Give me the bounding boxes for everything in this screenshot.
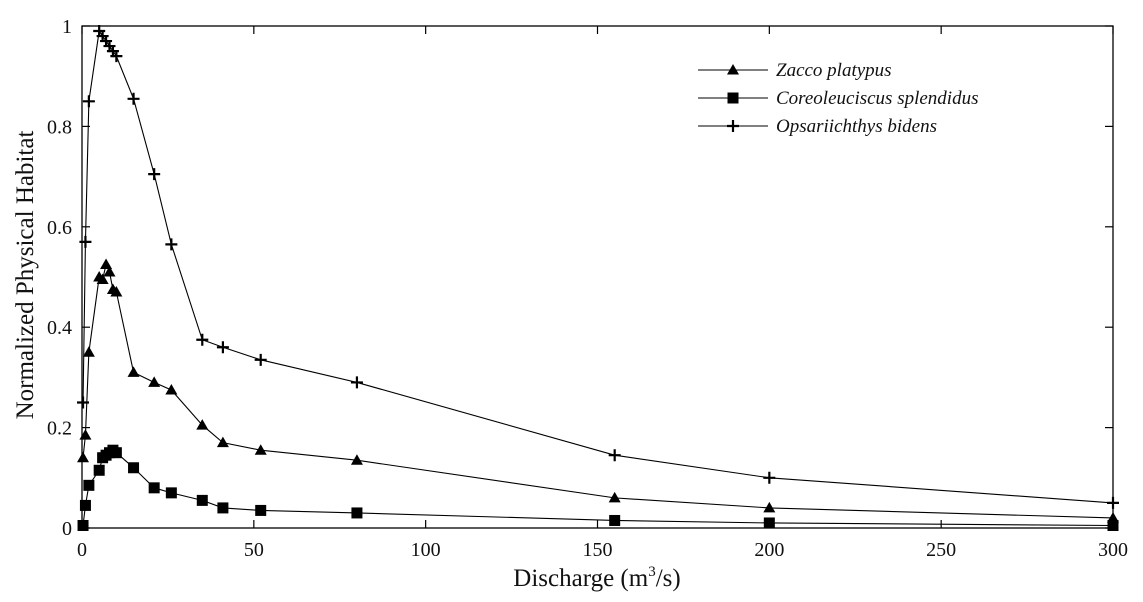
data-point-plus (196, 333, 209, 346)
data-point-plus (1107, 496, 1119, 509)
x-axis-title: Discharge (m3/s) (513, 564, 680, 592)
legend-label: Opsariichthys bidens (776, 116, 937, 137)
series-layer (77, 25, 1119, 531)
data-point-triangle (100, 258, 113, 269)
data-point-triangle (196, 419, 209, 430)
legend-item-triangle: Zacco platypus (698, 60, 892, 81)
x-tick-label: 150 (583, 539, 613, 561)
series-line-square (82, 449, 1114, 527)
data-point-triangle (148, 376, 161, 387)
data-point-triangle (82, 346, 95, 357)
data-point-triangle (254, 444, 267, 455)
data-point-plus (79, 235, 92, 248)
data-point-triangle (1107, 511, 1119, 523)
data-point-plus (763, 471, 776, 484)
series-plus (77, 25, 1119, 509)
data-point-plus (110, 50, 123, 63)
x-axis-title-superscript: 3 (648, 564, 656, 580)
data-point-triangle (608, 491, 621, 503)
data-point-square (196, 494, 208, 506)
data-point-square (609, 514, 621, 526)
x-tick-label: 100 (411, 539, 441, 561)
data-point-square (1107, 519, 1119, 531)
data-point-plus (350, 376, 363, 389)
data-point-triangle (103, 265, 116, 277)
data-point-triangle (96, 273, 109, 285)
x-tick-label: 200 (754, 539, 784, 561)
data-point-triangle (127, 366, 140, 377)
data-point-square (165, 487, 177, 499)
data-point-square (93, 464, 105, 476)
legend-label: Zacco platypus (776, 60, 892, 81)
data-point-square (83, 479, 95, 491)
data-point-square (217, 502, 229, 514)
series-triangle (77, 258, 1119, 523)
data-point-plus (127, 92, 140, 105)
data-point-plus (77, 396, 90, 409)
y-tick-label: 0.6 (47, 217, 72, 239)
x-tick-label: 250 (926, 539, 956, 561)
data-point-square (128, 462, 140, 474)
legend-marker-plus (727, 120, 739, 132)
data-point-square (77, 519, 89, 531)
y-axis-title: Normalized Physical Habitat (12, 131, 39, 420)
data-point-square (351, 507, 363, 519)
y-tick-label: 0.4 (47, 317, 72, 339)
legend-label: Coreoleuciscus splendidus (776, 88, 978, 109)
data-point-plus (216, 341, 229, 354)
series-line-triangle (82, 262, 1114, 519)
data-point-square (110, 447, 122, 459)
data-point-plus (608, 449, 621, 462)
x-tick-label: 50 (244, 539, 264, 561)
y-tick-label: 0.8 (47, 116, 72, 138)
legend-marker-triangle (727, 64, 739, 75)
data-point-square (79, 499, 91, 511)
data-point-triangle (77, 451, 90, 463)
data-point-triangle (763, 501, 776, 513)
legend: Zacco platypus Coreoleuciscus splendidus O… (698, 60, 978, 137)
data-point-plus (148, 168, 161, 181)
data-point-square (148, 482, 160, 494)
legend-item-square: Coreoleuciscus splendidus (698, 88, 978, 109)
data-point-triangle (350, 454, 363, 465)
x-tick-label: 300 (1098, 539, 1128, 561)
data-point-triangle (79, 429, 92, 440)
y-tick-label: 0 (62, 518, 72, 540)
legend-item-plus: Opsariichthys bidens (698, 116, 937, 137)
data-point-triangle (216, 436, 229, 448)
data-point-plus (165, 238, 178, 251)
data-point-triangle (165, 383, 178, 395)
series-square (77, 444, 1119, 531)
data-point-plus (82, 95, 95, 108)
y-tick-label: 0.2 (47, 418, 72, 440)
data-point-plus (254, 353, 267, 366)
data-point-square (255, 504, 267, 516)
x-tick-label: 0 (77, 539, 87, 561)
data-point-triangle (110, 286, 123, 297)
data-point-square (763, 517, 775, 529)
y-axis-ticks: 0 0.2 0.4 0.6 0.8 1 (47, 16, 1113, 540)
legend-marker-square (727, 92, 739, 104)
y-tick-label: 1 (62, 16, 72, 38)
